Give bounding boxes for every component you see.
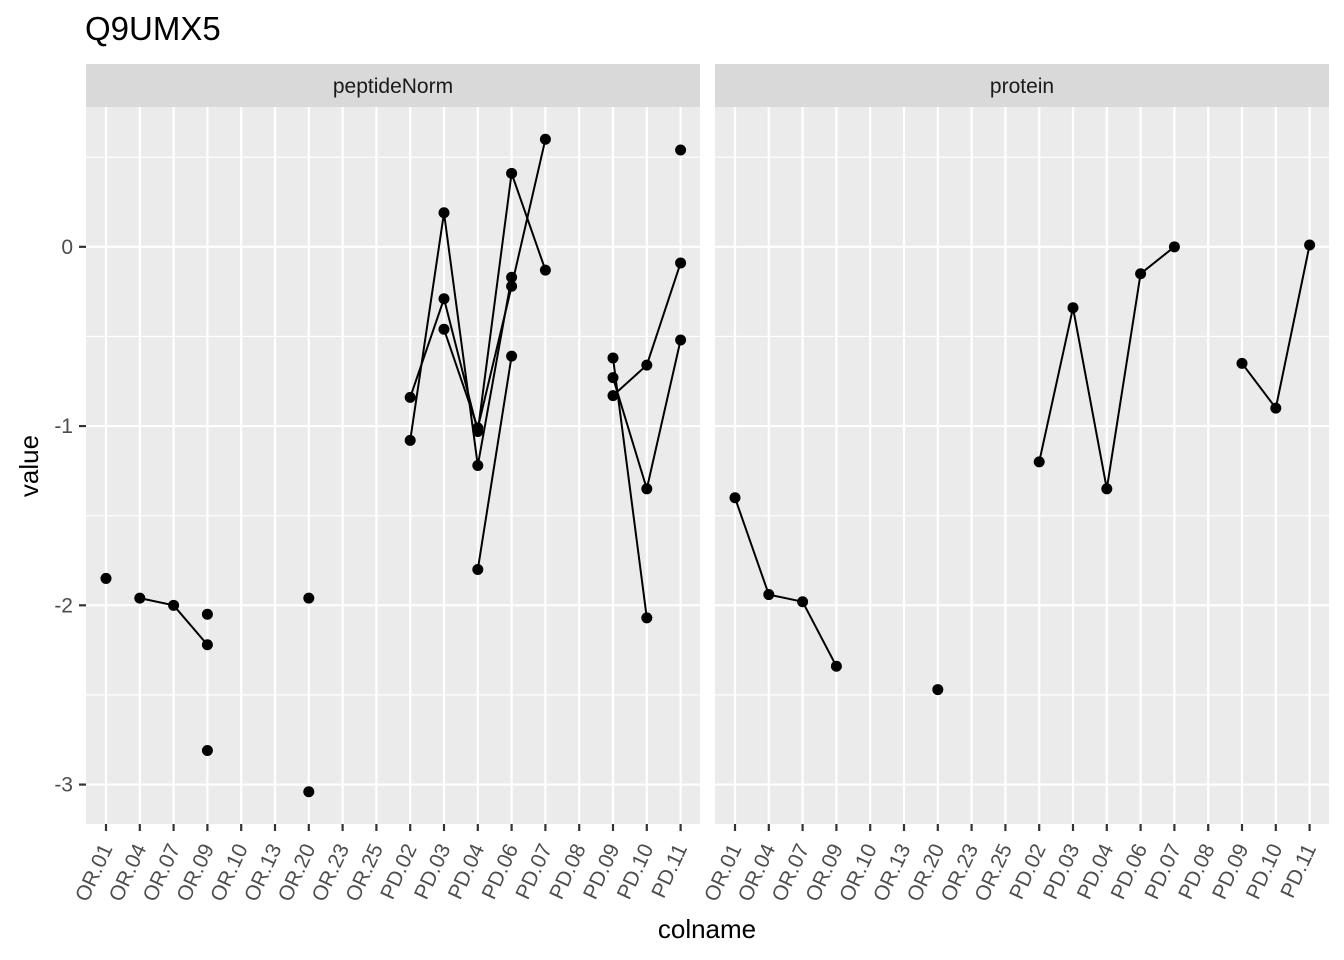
data-point	[134, 592, 146, 604]
data-point	[607, 390, 619, 402]
chart-title: Q9UMX5	[85, 10, 221, 47]
data-point	[675, 334, 687, 346]
facet-strip	[715, 64, 1329, 107]
data-point	[472, 460, 484, 471]
data-point	[1101, 483, 1113, 495]
data-point	[201, 639, 213, 651]
data-point	[438, 207, 450, 219]
data-point	[506, 271, 518, 283]
data-point	[303, 786, 315, 798]
series-line	[734, 497, 838, 667]
data-point	[506, 280, 518, 292]
data-point	[1168, 241, 1180, 253]
data-point	[303, 592, 315, 604]
data-point	[472, 422, 484, 434]
data-point	[100, 572, 112, 584]
data-point	[675, 144, 687, 156]
data-point	[1135, 268, 1147, 280]
y-tick-label: 0	[61, 236, 73, 259]
data-point	[641, 483, 653, 495]
series-line	[476, 356, 513, 570]
data-point	[201, 745, 213, 757]
data-point	[506, 167, 518, 179]
data-point	[729, 492, 741, 504]
data-point	[472, 563, 484, 575]
data-point	[1033, 456, 1045, 468]
data-point	[1270, 402, 1282, 414]
data-point	[763, 589, 775, 601]
data-point	[404, 434, 416, 446]
data-point	[675, 257, 687, 269]
y-tick-label: -1	[54, 415, 73, 438]
data-point	[1067, 302, 1079, 314]
panel-background	[86, 107, 700, 824]
data-point	[797, 596, 809, 608]
data-point	[932, 684, 944, 696]
plot-area: peptideNormOR.01OR.04OR.07OR.09OR.10OR.1…	[54, 64, 1329, 905]
data-point	[539, 133, 551, 145]
data-point	[607, 372, 619, 384]
series-line	[409, 212, 513, 466]
series-line	[443, 139, 547, 432]
x-axis-label: colname	[658, 914, 756, 944]
data-point	[830, 660, 842, 672]
data-point	[168, 599, 180, 611]
facet-strip	[86, 64, 700, 107]
data-point	[1304, 239, 1316, 251]
y-tick-label: -3	[54, 774, 73, 797]
facet-strip-label: peptideNorm	[333, 75, 453, 98]
facet-strip-label: protein	[990, 75, 1054, 98]
facet-panel-protein: proteinOR.01OR.04OR.07OR.09OR.10OR.13OR.…	[700, 64, 1329, 905]
data-point	[1236, 357, 1248, 369]
panel-background	[715, 107, 1329, 824]
y-tick-label: -2	[54, 594, 73, 617]
data-point	[438, 293, 450, 305]
data-point	[506, 350, 518, 362]
data-point	[641, 359, 653, 371]
data-point	[404, 391, 416, 403]
data-point	[607, 352, 619, 364]
data-point	[539, 264, 551, 276]
y-axis-label: value	[14, 435, 44, 497]
series-line	[612, 357, 648, 619]
data-point	[438, 323, 450, 335]
data-point	[641, 612, 653, 624]
data-point	[201, 608, 213, 620]
facet-panel-peptideNorm: peptideNormOR.01OR.04OR.07OR.09OR.10OR.1…	[71, 64, 700, 905]
